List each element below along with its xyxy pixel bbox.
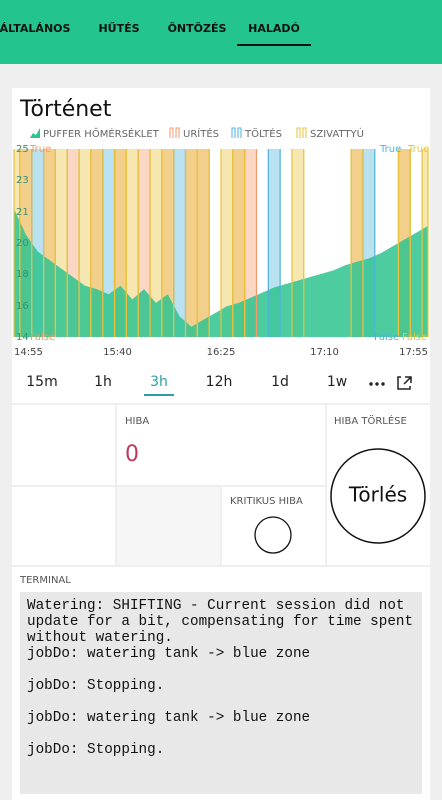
widget-label: KRITIKUS HIBA [230,496,303,507]
chart-title: Történet [19,97,112,122]
y-tick-label: 23 [16,175,29,186]
state-band [114,149,127,337]
false-label: False [374,332,399,343]
state-band [291,149,304,337]
state-band [197,149,210,337]
widget-label: TERMINAL [19,575,71,586]
terminal-line: jobDo: watering tank -> blue zone [27,646,311,662]
state-band [150,149,162,337]
state-band [126,149,139,337]
state-band [362,149,375,337]
state-band [31,149,44,337]
more-icon[interactable] [369,382,385,386]
state-band [232,149,245,337]
range-button[interactable]: 1h [94,374,112,390]
reset-button[interactable] [330,448,426,544]
state-band [55,149,68,337]
x-tick-label: 16:25 [207,347,236,358]
error-value: 0 [125,442,139,467]
widget-label: HIBA [125,416,149,427]
error-widget [117,405,325,485]
y-tick-label: 16 [16,301,29,312]
reset-button-label[interactable]: Törlés [348,483,407,507]
state-band [114,149,127,337]
x-tick-label: 17:55 [399,347,428,358]
x-tick-label: 17:10 [310,347,339,358]
state-band [138,149,151,337]
y-tick-label: 25 [16,144,29,155]
range-indicator [144,394,174,396]
tab[interactable]: ÖNTÖZÉS [168,21,227,35]
tab[interactable]: HALADÓ [248,22,300,35]
state-band [221,149,233,337]
terminal-line: jobDo: Stopping. [27,678,165,694]
y-tick-label: 18 [16,269,29,280]
tab[interactable]: ÁLTALÁNOS [0,22,71,35]
true-label: True [29,144,51,155]
state-band [43,149,56,337]
true-label: True [379,144,401,155]
state-band [161,149,174,337]
state-band [185,149,198,337]
state-band [67,149,80,337]
empty-cell [12,487,115,565]
y-tick-label: 20 [16,238,29,249]
terminal-output: Watering: SHIFTING - Current session did… [20,592,422,794]
legend-icon [231,127,242,138]
x-tick-label: 14:55 [14,347,43,358]
legend-label: PUFFER HŐMÉRSÉKLET [43,126,160,140]
state-band [102,149,115,337]
false-label: False [402,332,427,343]
state-band [197,149,210,337]
tab-indicator [237,44,311,46]
state-band [268,149,281,337]
legend-icon [30,128,40,138]
y-tick-label: 21 [16,207,29,218]
state-band [185,149,198,337]
y-tick-label: 14 [16,332,29,343]
state-band [79,149,91,337]
state-band [351,149,363,337]
temperature-area [14,208,428,337]
range-button[interactable]: 1d [271,374,289,390]
state-band [161,149,174,337]
true-label: True [407,144,429,155]
terminal-line: Watering: SHIFTING - Current session did… [27,598,414,646]
empty-cell [12,405,115,485]
state-band [43,149,56,337]
legend-label: URÍTÉS [183,127,219,140]
state-band [90,149,103,337]
state-band [244,149,257,337]
x-tick-label: 15:40 [103,347,132,358]
state-band [90,149,103,337]
top-bar [0,0,442,64]
range-button[interactable]: 12h [206,374,233,390]
false-label: False [30,332,55,343]
range-button[interactable]: 3h [150,374,168,390]
range-button[interactable]: 15m [26,374,57,390]
terminal-line: jobDo: watering tank -> blue zone [27,710,311,726]
state-band [351,149,363,337]
empty-cell [117,487,220,565]
legend-label: TÖLTÉS [244,127,282,140]
expand-icon[interactable] [397,376,412,390]
tab[interactable]: HŰTÉS [98,21,139,35]
state-band [232,149,245,337]
widget-label: HIBA TÖRLÉSE [334,414,407,427]
legend-icon [169,127,180,138]
legend-label: SZIVATTYÚ [310,127,364,140]
critical-led [254,516,292,554]
legend-icon [296,127,307,138]
range-button[interactable]: 1w [327,374,347,390]
terminal-line: jobDo: Stopping. [27,742,165,758]
state-band [173,149,186,337]
